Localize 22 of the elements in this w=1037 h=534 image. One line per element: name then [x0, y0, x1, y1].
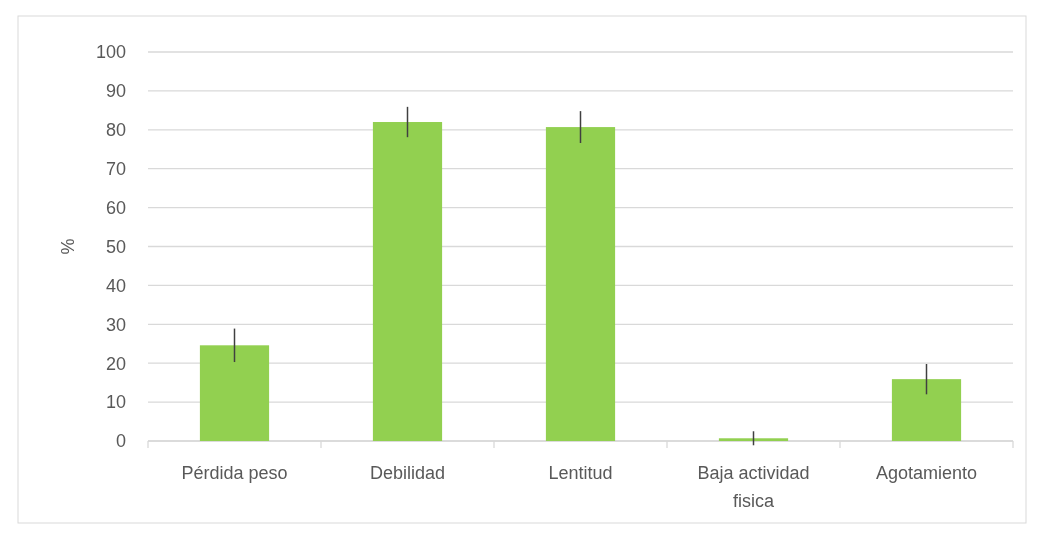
x-tick-label: Debilidad [369, 463, 446, 483]
y-tick-label: 60 [105, 197, 126, 218]
bar [891, 379, 962, 441]
x-tick-label: Baja actividad fisica [697, 463, 810, 511]
x-tick-label: Lentitud [548, 463, 613, 483]
y-tick-label: 40 [105, 275, 126, 296]
x-tick-label: Pérdida peso [181, 463, 288, 483]
y-tick-label: 50 [105, 236, 126, 257]
bar [718, 438, 789, 441]
y-tick-label: 90 [105, 81, 126, 102]
x-tick-label: Agotamiento [875, 463, 978, 483]
y-axis-title: % [58, 238, 78, 255]
y-tick-label: 100 [95, 42, 126, 63]
bar [545, 127, 616, 441]
bar [372, 122, 443, 441]
bar [199, 345, 270, 441]
y-tick-label: 70 [105, 159, 126, 179]
y-tick-label: 20 [105, 353, 126, 374]
y-tick-label: 10 [105, 392, 126, 413]
y-tick-label: 0 [115, 431, 126, 452]
y-tick-label: 30 [105, 314, 126, 335]
y-tick-label: 80 [105, 120, 126, 141]
